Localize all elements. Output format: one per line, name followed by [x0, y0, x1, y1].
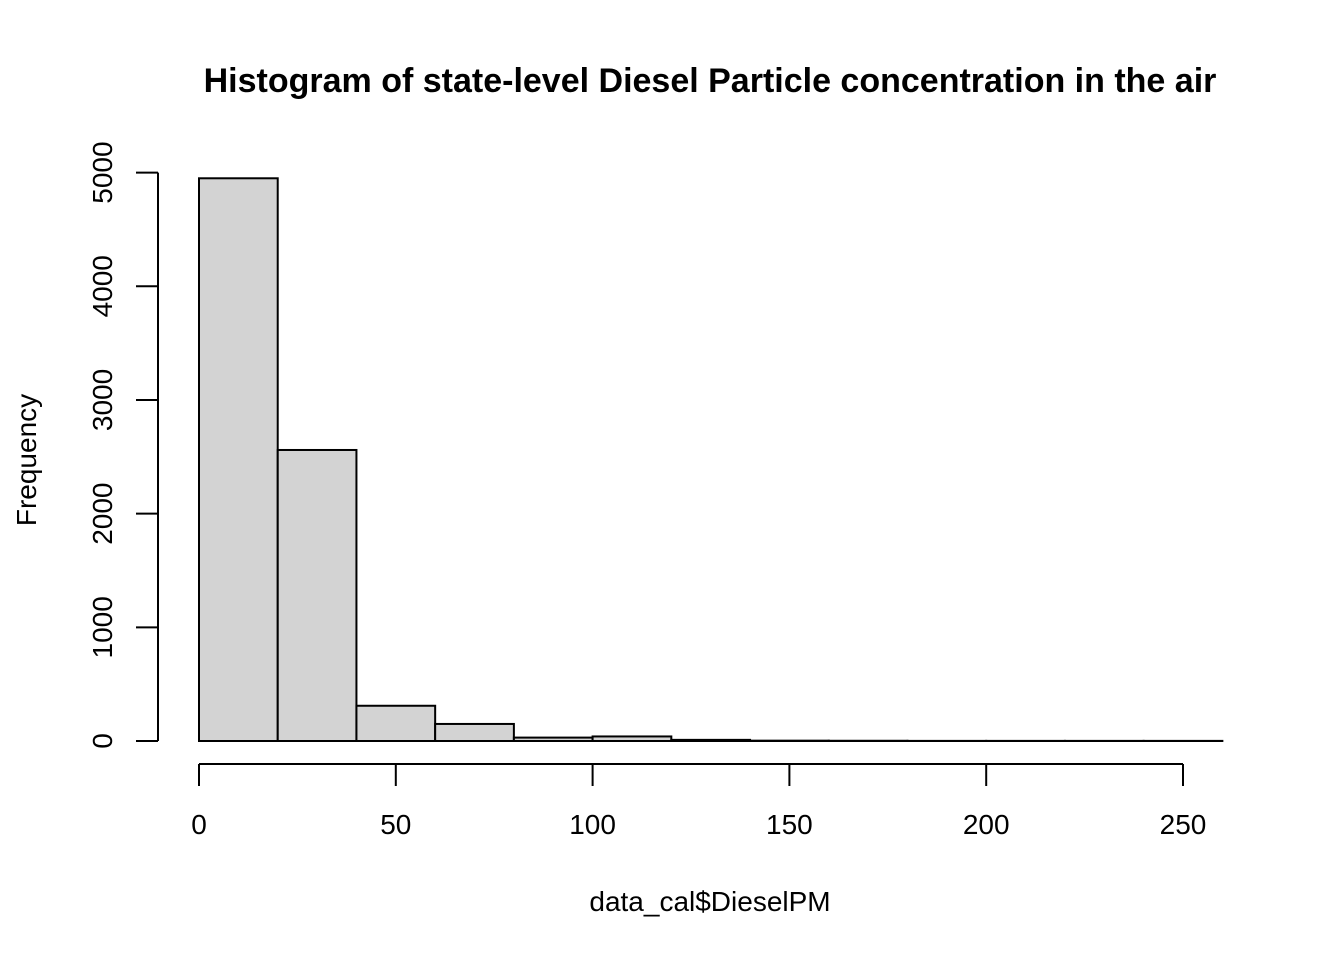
- x-tick-label: 250: [1160, 809, 1207, 840]
- histogram-bar: [434, 722, 515, 742]
- y-tick-label: 0: [87, 733, 118, 749]
- x-axis: 0 50 100 150 200 250: [191, 763, 1207, 840]
- y-tick-label: 4000: [87, 255, 118, 317]
- y-tick-label: 5000: [87, 141, 118, 203]
- x-tick-label: 150: [766, 809, 813, 840]
- y-tick-label: 2000: [87, 482, 118, 544]
- x-axis-label: data_cal$DieselPM: [589, 886, 830, 917]
- x-tick-label: 0: [191, 809, 207, 840]
- histogram-bar: [276, 448, 358, 742]
- bars-group: [198, 177, 1224, 743]
- y-axis: 0 1000 2000 3000 4000 5000: [87, 141, 159, 749]
- x-tick-label: 100: [569, 809, 616, 840]
- histogram-bar: [355, 704, 437, 743]
- y-tick-label: 3000: [87, 369, 118, 431]
- x-tick-label: 50: [380, 809, 411, 840]
- histogram-bar: [591, 735, 673, 743]
- histogram-bar: [512, 736, 594, 742]
- y-axis-label: Frequency: [11, 394, 42, 526]
- histogram-bar: [198, 177, 279, 742]
- y-tick-label: 1000: [87, 596, 118, 658]
- x-tick-label: 200: [963, 809, 1010, 840]
- chart-title: Histogram of state-level Diesel Particle…: [204, 62, 1217, 100]
- histogram-bar: [670, 738, 752, 743]
